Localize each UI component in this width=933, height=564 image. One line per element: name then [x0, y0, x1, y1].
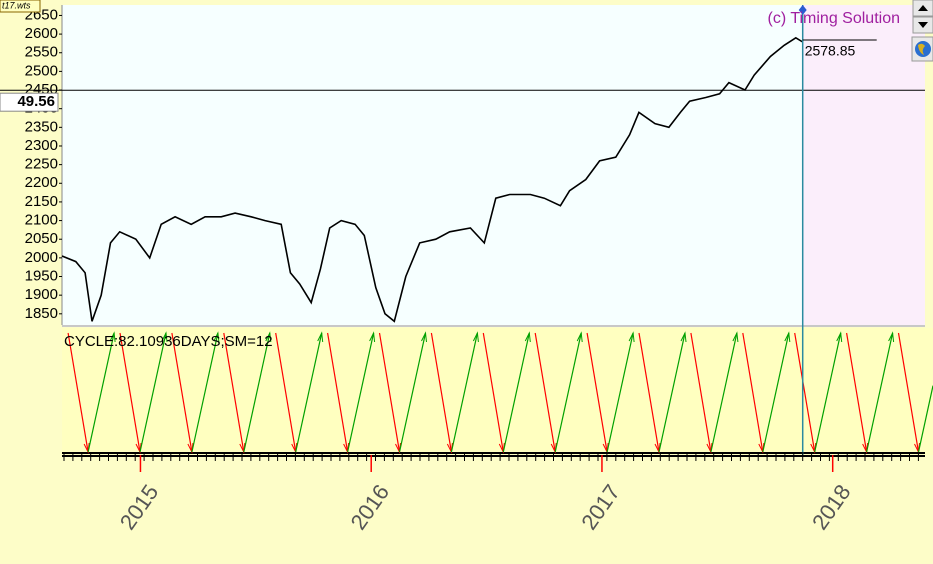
- cycle-up-head: [888, 331, 895, 343]
- cycle-up-arrow: [139, 332, 167, 453]
- y-tick-label: 2100: [25, 212, 58, 229]
- cycle-up-head: [784, 331, 791, 343]
- globe-land: [918, 43, 925, 55]
- cycle-up-arrow: [191, 332, 219, 453]
- price-panel: [62, 5, 925, 325]
- y-tick-label: 1900: [25, 286, 58, 303]
- future-zone: [803, 5, 925, 325]
- cycle-down-arrow: [534, 332, 556, 453]
- cycle-down-arrow: [223, 332, 245, 453]
- cycle-down-arrow: [119, 332, 141, 453]
- cycle-up-arrow: [450, 332, 478, 453]
- cycle-panel: [62, 328, 933, 455]
- cycle-up-arrow: [398, 332, 427, 453]
- cycle-down-arrow: [897, 332, 920, 453]
- cycle-up-arrow: [554, 332, 582, 453]
- cycle-up-head: [524, 331, 531, 343]
- cycle-up-head: [213, 331, 220, 343]
- y-tick-label: 2600: [25, 25, 58, 42]
- cycle-up-arrow: [658, 332, 686, 453]
- cycle-down-arrow: [846, 332, 868, 453]
- cycle-down-arrow: [430, 332, 452, 453]
- cycle-up-arrow: [295, 332, 323, 453]
- cycle-up-head: [317, 331, 324, 343]
- file-tab-label[interactable]: t17.wts: [2, 0, 31, 10]
- y-tick-label: 2300: [25, 137, 58, 154]
- cycle-down-arrow: [690, 332, 712, 453]
- y-tick-label: 2350: [25, 118, 58, 135]
- cycle-up-head: [576, 331, 583, 343]
- y-tick-label: 2550: [25, 44, 58, 61]
- file-tab[interactable]: [0, 0, 41, 13]
- cycle-down-arrow: [794, 332, 816, 453]
- y-tick-label: 2000: [25, 249, 58, 266]
- cycle-down-arrow: [378, 332, 401, 453]
- cycle-up-head: [472, 331, 479, 343]
- cycle-down-arrow: [482, 332, 504, 453]
- cycle-up-arrow: [917, 385, 933, 453]
- y-tick-label: 1850: [25, 305, 58, 322]
- cycle-down-arrow: [638, 332, 660, 453]
- cursor-marker: [798, 5, 807, 15]
- cycle-up-head: [628, 331, 635, 343]
- scroll-up-icon: [918, 5, 928, 11]
- last-price-label: 2578.85: [805, 43, 856, 59]
- y-tick-label: 1950: [25, 267, 58, 284]
- cycle-up-arrow: [243, 332, 271, 453]
- cycle-down-arrow: [586, 332, 608, 453]
- cycle-up-head: [161, 331, 168, 343]
- cycle-up-arrow: [502, 332, 530, 453]
- cycle-up-arrow: [866, 332, 894, 453]
- cycle-up-arrow: [87, 332, 115, 453]
- copyright: (c) Timing Solution: [768, 10, 901, 27]
- cycle-down-arrow: [171, 332, 193, 453]
- cycle-up-head: [109, 331, 116, 343]
- cycle-up-arrow: [606, 332, 634, 453]
- cycle-up-head: [421, 331, 427, 343]
- cycle-up-head: [680, 331, 687, 343]
- y-tick-label: 2500: [25, 62, 58, 79]
- cycle-up-arrow: [347, 332, 375, 453]
- cycle-down-arrow: [327, 332, 349, 453]
- cycle-label: CYCLE:82.10936DAYS;SM=12: [64, 333, 273, 350]
- cycle-up-head: [369, 331, 376, 343]
- scroll-down-icon: [918, 22, 928, 28]
- reference-label: 49.56: [17, 93, 55, 110]
- y-tick-label: 2250: [25, 156, 58, 173]
- y-tick-label: 2200: [25, 174, 58, 191]
- cycle-up-head: [265, 331, 272, 343]
- cycle-down-arrow: [67, 332, 89, 453]
- reference-label-box: [0, 92, 59, 112]
- cycle-down-arrow: [275, 332, 297, 453]
- price-line: [61, 36, 804, 323]
- y-tick-label: 2150: [25, 193, 58, 210]
- cycle-up-arrow: [814, 332, 842, 453]
- cycle-down-arrow: [742, 332, 764, 453]
- cycle-up-arrow: [762, 332, 790, 453]
- cycle-up-head: [732, 331, 739, 343]
- cycle-up-arrow: [710, 332, 738, 453]
- cycle-up-head: [836, 331, 843, 343]
- y-tick-label: 2050: [25, 230, 58, 247]
